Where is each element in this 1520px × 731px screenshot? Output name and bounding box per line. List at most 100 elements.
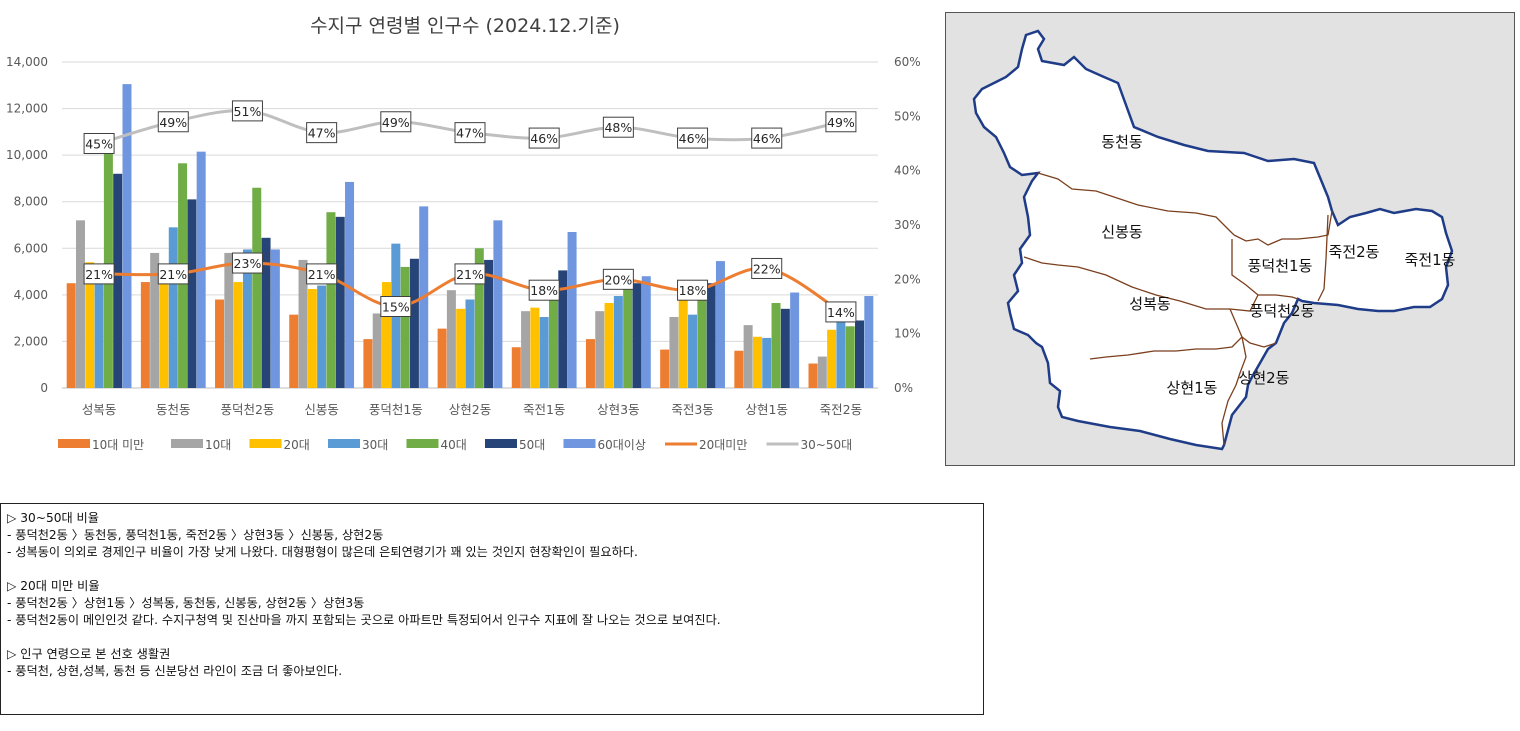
- bar: [437, 328, 447, 388]
- bar: [215, 299, 225, 388]
- bar: [595, 311, 605, 388]
- bar: [836, 316, 846, 388]
- bar: [446, 290, 456, 388]
- right-tick-label: 30%: [894, 218, 921, 232]
- bar: [140, 282, 150, 388]
- data-label: 51%: [234, 104, 262, 119]
- bar: [252, 187, 262, 388]
- data-label-box: [231, 100, 263, 122]
- right-tick-label: 10%: [894, 327, 921, 341]
- data-label-box: [380, 296, 412, 317]
- legend-label: 40대: [441, 438, 467, 452]
- data-label: 45%: [85, 137, 113, 152]
- data-label-box: [751, 257, 783, 279]
- legend-swatch: [406, 439, 439, 448]
- bar: [697, 287, 707, 388]
- data-label-box: [157, 263, 189, 285]
- data-label-box: [528, 127, 560, 149]
- data-label: 21%: [85, 267, 113, 282]
- data-label: 46%: [679, 131, 707, 146]
- left-tick-label: 8,000: [14, 195, 48, 209]
- bar: [75, 220, 85, 388]
- notes-section-preferred-area: ▷ 인구 연령으로 본 선호 생활권 - 풍덕천, 상현,성복, 동천 등 신분…: [7, 646, 983, 680]
- data-label: 22%: [753, 261, 781, 276]
- map-label-sanghyeon1: 상현1동: [1167, 379, 1218, 397]
- bar: [289, 314, 299, 388]
- bar: [780, 308, 790, 388]
- category-label: 신봉동: [304, 402, 339, 417]
- bar: [168, 227, 178, 388]
- data-label: 21%: [159, 267, 187, 282]
- notes-section-30-50: ▷ 30~50대 비율 - 풍덕천2동 〉동천동, 풍덕천1동, 죽전2동 〉상…: [7, 510, 983, 561]
- left-tick-label: 6,000: [14, 241, 48, 255]
- bar: [678, 293, 688, 388]
- bar: [345, 181, 355, 388]
- bar: [771, 303, 781, 388]
- bar: [790, 292, 800, 388]
- bar: [530, 307, 540, 388]
- analysis-notes: ▷ 30~50대 비율 - 풍덕천2동 〉동천동, 풍덕천1동, 죽전2동 〉상…: [0, 503, 984, 715]
- notes-heading: ▷ 30~50대 비율: [7, 511, 99, 525]
- legend-label: 20대미만: [699, 438, 747, 452]
- right-tick-label: 0%: [894, 381, 913, 395]
- bar: [706, 283, 716, 388]
- legend-label: 10대 미만: [92, 438, 144, 452]
- map-label-pungdeokcheon2: 풍덕천2동: [1250, 302, 1315, 320]
- bar: [187, 199, 197, 388]
- data-label: 49%: [159, 115, 187, 130]
- data-label: 15%: [382, 300, 410, 315]
- right-axis: 0% 10% 20% 30% 40% 50% 60%: [894, 55, 921, 395]
- bar: [743, 325, 753, 388]
- map-label-sanghyeon2: 상현2동: [1239, 369, 1290, 387]
- bar: [567, 231, 577, 388]
- data-label: 46%: [530, 131, 558, 146]
- data-labels-layer: 21% 21% 23% 21% 15% 21% 18% 20% 18% 22% 14% 45% 49% 5…: [83, 100, 857, 323]
- left-tick-label: 12,000: [6, 102, 48, 116]
- map-label-jukjeon2: 죽전2동: [1329, 243, 1380, 261]
- bar: [66, 283, 76, 388]
- bar: [122, 84, 132, 388]
- bar: [372, 313, 382, 388]
- bar: [845, 326, 855, 388]
- bar: [632, 283, 642, 388]
- bar: [113, 173, 123, 388]
- bar: [827, 329, 837, 388]
- left-tick-label: 0: [40, 381, 48, 395]
- bar: [474, 248, 484, 388]
- legend-label: 50대: [519, 438, 545, 452]
- bar: [855, 320, 865, 388]
- bar: [85, 262, 95, 388]
- right-tick-label: 40%: [894, 164, 921, 178]
- bar: [641, 276, 651, 388]
- category-label: 죽전3동: [671, 402, 713, 417]
- data-label: 21%: [456, 267, 484, 282]
- left-tick-label: 4,000: [14, 288, 48, 302]
- notes-line: - 성복동이 의외로 경제인구 비율이 가장 낮게 나왔다. 대형평형이 많은데…: [7, 545, 638, 559]
- bar: [409, 258, 419, 388]
- category-label: 죽전2동: [820, 402, 862, 417]
- right-tick-label: 50%: [894, 109, 921, 123]
- data-label: 48%: [604, 120, 632, 135]
- data-label-box: [825, 301, 857, 323]
- data-label: 23%: [234, 256, 262, 271]
- bar: [623, 273, 633, 388]
- notes-line: - 풍덕천2동 〉동천동, 풍덕천1동, 죽전2동 〉상현3동 〉신봉동, 상현…: [7, 528, 384, 542]
- category-axis: 성복동 동천동 풍덕천2동 신봉동 풍덕천1동 상현2동 죽전1동 상현3동 죽전3동 상현1동 죽…: [82, 402, 862, 417]
- data-label: 21%: [308, 267, 336, 282]
- data-label: 46%: [753, 131, 781, 146]
- right-tick-label: 20%: [894, 272, 921, 286]
- bar: [94, 269, 104, 388]
- legend-label: 60대이상: [598, 438, 646, 452]
- data-label: 47%: [456, 126, 484, 141]
- left-tick-label: 10,000: [6, 148, 48, 162]
- legend-label: 30대: [362, 438, 388, 452]
- bar: [382, 282, 392, 388]
- data-label: 14%: [827, 305, 855, 320]
- map-label-sinbong: 신봉동: [1101, 223, 1143, 241]
- category-label: 풍덕천2동: [220, 402, 274, 417]
- bar: [465, 299, 475, 388]
- data-label-box: [454, 122, 486, 144]
- bar: [326, 212, 336, 388]
- legend-swatch: [249, 439, 282, 448]
- map-label-jukjeon1: 죽전1동: [1405, 251, 1456, 269]
